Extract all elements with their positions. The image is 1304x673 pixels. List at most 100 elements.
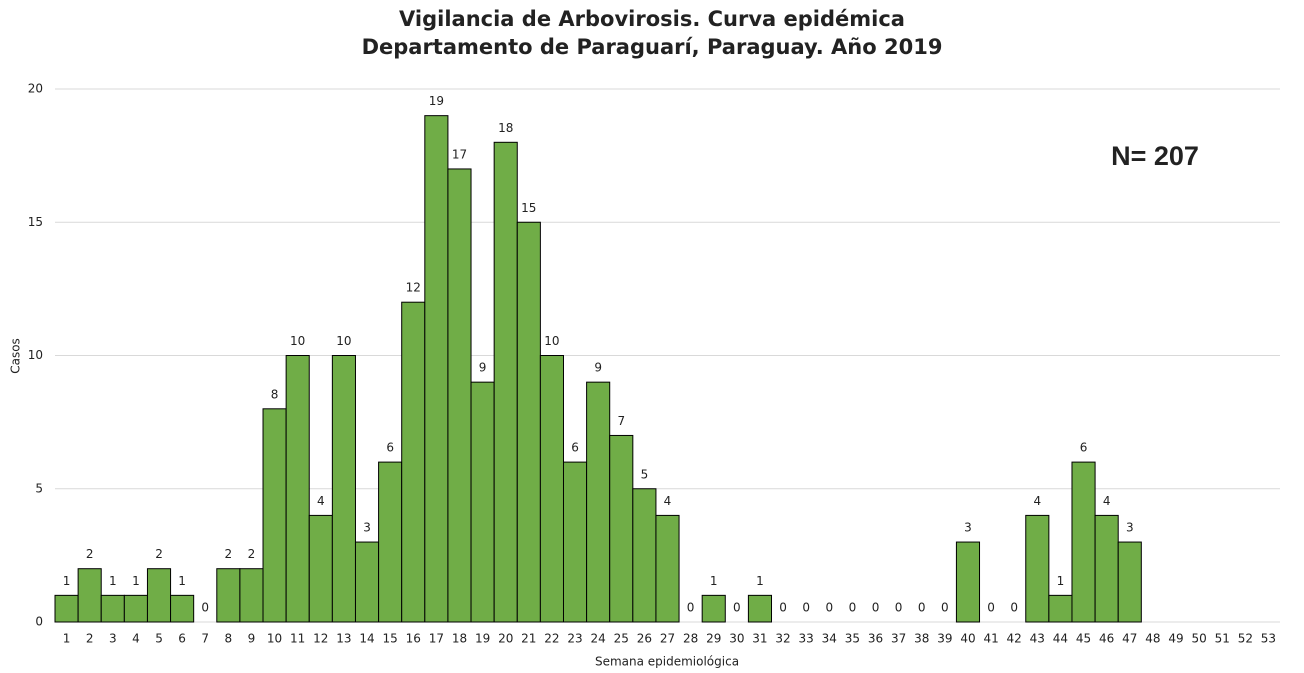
data-label: 15 — [521, 201, 536, 215]
x-tick-label: 49 — [1168, 632, 1183, 646]
x-tick-label: 53 — [1261, 632, 1276, 646]
data-label: 1 — [132, 574, 140, 588]
data-label: 1 — [756, 574, 764, 588]
data-label: 0 — [849, 601, 857, 615]
bar — [655, 514, 680, 623]
bar — [308, 514, 333, 623]
bar — [747, 594, 773, 623]
data-label: 4 — [664, 494, 672, 508]
bar — [401, 301, 426, 623]
bar — [493, 141, 518, 623]
x-axis-label: Semana epidemiológica — [595, 655, 739, 669]
data-label: 2 — [155, 547, 163, 561]
x-tick-label: 47 — [1122, 632, 1137, 646]
data-label: 6 — [386, 441, 394, 455]
bar — [1025, 514, 1050, 623]
bar — [1094, 514, 1119, 623]
x-tick-label: 12 — [313, 632, 328, 646]
data-label: 0 — [1010, 601, 1018, 615]
data-label: 0 — [733, 601, 741, 615]
y-tick-label: 0 — [35, 615, 43, 629]
data-label: 1 — [178, 574, 186, 588]
bar — [54, 594, 79, 623]
x-tick-label: 41 — [983, 632, 998, 646]
bar — [470, 381, 495, 623]
data-label: 19 — [429, 94, 444, 108]
x-tick-label: 27 — [660, 632, 675, 646]
bar — [609, 434, 634, 623]
y-tick-label: 10 — [28, 348, 43, 362]
data-label: 18 — [498, 121, 513, 135]
data-label: 9 — [594, 361, 602, 375]
x-tick-label: 14 — [359, 632, 374, 646]
bar — [562, 461, 588, 623]
x-tick-label: 34 — [822, 632, 837, 646]
data-label: 10 — [544, 334, 559, 348]
data-label: 0 — [987, 601, 995, 615]
data-label: 1 — [1057, 574, 1065, 588]
x-tick-label: 45 — [1076, 632, 1091, 646]
bar — [354, 541, 380, 623]
data-label: 6 — [1080, 441, 1088, 455]
x-tick-label: 46 — [1099, 632, 1114, 646]
x-tick-label: 26 — [637, 632, 652, 646]
x-tick-label: 19 — [475, 632, 490, 646]
data-label: 3 — [1126, 521, 1134, 535]
data-label: 7 — [617, 414, 625, 428]
data-label: 0 — [825, 601, 833, 615]
bar — [1048, 594, 1073, 623]
x-tick-label: 40 — [960, 632, 975, 646]
bar — [632, 488, 657, 623]
y-tick-label: 20 — [28, 82, 43, 96]
x-tick-label: 13 — [336, 632, 351, 646]
x-tick-label: 43 — [1030, 632, 1045, 646]
bar — [123, 594, 148, 623]
data-label: 0 — [941, 601, 949, 615]
data-label: 2 — [225, 547, 233, 561]
x-tick-label: 9 — [248, 632, 256, 646]
data-label: 0 — [779, 601, 787, 615]
x-tick-label: 15 — [383, 632, 398, 646]
bar — [516, 221, 541, 623]
bar — [447, 168, 472, 623]
bar — [1071, 461, 1096, 623]
data-label: 3 — [363, 521, 371, 535]
bar — [424, 115, 449, 623]
x-tick-label: 10 — [267, 632, 282, 646]
x-tick-label: 22 — [544, 632, 559, 646]
x-tick-label: 33 — [799, 632, 814, 646]
data-label: 1 — [63, 574, 71, 588]
x-tick-label: 37 — [891, 632, 906, 646]
data-label: 2 — [86, 547, 94, 561]
data-label: 0 — [895, 601, 903, 615]
x-tick-label: 52 — [1238, 632, 1253, 646]
data-label: 1 — [109, 574, 117, 588]
x-tick-label: 25 — [614, 632, 629, 646]
x-tick-label: 23 — [567, 632, 582, 646]
data-label: 4 — [317, 494, 325, 508]
x-tick-label: 21 — [521, 632, 536, 646]
x-tick-label: 31 — [752, 632, 767, 646]
bar — [100, 594, 125, 623]
x-tick-label: 36 — [868, 632, 883, 646]
data-label: 0 — [918, 601, 926, 615]
bar — [262, 408, 287, 623]
x-tick-label: 50 — [1191, 632, 1206, 646]
bar — [1117, 541, 1142, 623]
bar — [701, 594, 726, 623]
x-tick-label: 18 — [452, 632, 467, 646]
data-label: 17 — [452, 147, 467, 161]
bar — [216, 568, 241, 623]
data-label: 5 — [641, 467, 649, 481]
chart-title: Departamento de Paraguarí, Paraguay. Año… — [362, 35, 943, 59]
data-label: 1 — [710, 574, 718, 588]
bar — [378, 461, 403, 623]
bar — [539, 355, 564, 623]
data-label: 9 — [479, 361, 487, 375]
x-tick-label: 8 — [225, 632, 233, 646]
data-label: 2 — [248, 547, 256, 561]
data-label: 0 — [872, 601, 880, 615]
bar — [285, 355, 310, 623]
data-label: 3 — [964, 521, 972, 535]
y-tick-label: 15 — [28, 215, 43, 229]
